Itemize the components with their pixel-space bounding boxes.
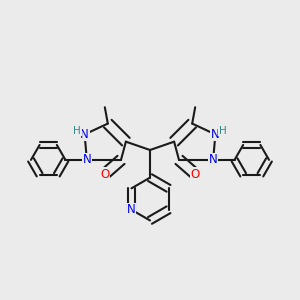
Text: N: N <box>80 128 89 141</box>
Text: H: H <box>219 126 227 136</box>
Text: O: O <box>100 168 109 181</box>
Text: N: N <box>209 153 218 167</box>
Text: O: O <box>191 168 200 181</box>
Text: H: H <box>73 126 81 136</box>
Text: N: N <box>127 203 136 216</box>
Text: N: N <box>82 153 91 167</box>
Text: N: N <box>211 128 220 141</box>
